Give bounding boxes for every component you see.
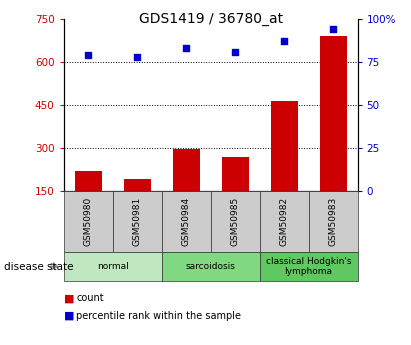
Bar bbox=[320, 36, 346, 191]
Text: count: count bbox=[76, 294, 104, 303]
Point bbox=[330, 27, 336, 32]
Text: sarcoidosis: sarcoidosis bbox=[186, 262, 236, 271]
Bar bbox=[162, 191, 211, 252]
Text: normal: normal bbox=[97, 262, 129, 271]
Text: GSM50984: GSM50984 bbox=[182, 197, 191, 246]
Bar bbox=[211, 191, 260, 252]
Bar bbox=[260, 252, 358, 281]
Text: GSM50980: GSM50980 bbox=[84, 197, 93, 246]
Bar bbox=[162, 252, 260, 281]
Bar bbox=[260, 191, 309, 252]
Text: ■: ■ bbox=[64, 294, 74, 303]
Point bbox=[85, 52, 92, 58]
Bar bbox=[173, 149, 200, 191]
Text: ■: ■ bbox=[64, 311, 74, 321]
Text: GSM50982: GSM50982 bbox=[279, 197, 289, 246]
Text: GSM50985: GSM50985 bbox=[231, 197, 240, 246]
Bar bbox=[270, 101, 298, 191]
Bar bbox=[124, 178, 151, 191]
Bar bbox=[64, 252, 162, 281]
Bar bbox=[113, 191, 162, 252]
Point bbox=[232, 49, 238, 55]
Text: GSM50981: GSM50981 bbox=[133, 197, 142, 246]
Text: GSM50983: GSM50983 bbox=[328, 197, 337, 246]
Bar bbox=[222, 157, 249, 191]
Text: classical Hodgkin's
lymphoma: classical Hodgkin's lymphoma bbox=[266, 257, 351, 276]
Bar bbox=[64, 191, 113, 252]
Bar bbox=[309, 191, 358, 252]
Text: GDS1419 / 36780_at: GDS1419 / 36780_at bbox=[139, 12, 283, 26]
Point bbox=[281, 39, 287, 44]
Text: percentile rank within the sample: percentile rank within the sample bbox=[76, 311, 241, 321]
Text: disease state: disease state bbox=[4, 262, 74, 272]
Point bbox=[134, 54, 141, 60]
Point bbox=[183, 46, 189, 51]
Bar bbox=[75, 171, 102, 191]
